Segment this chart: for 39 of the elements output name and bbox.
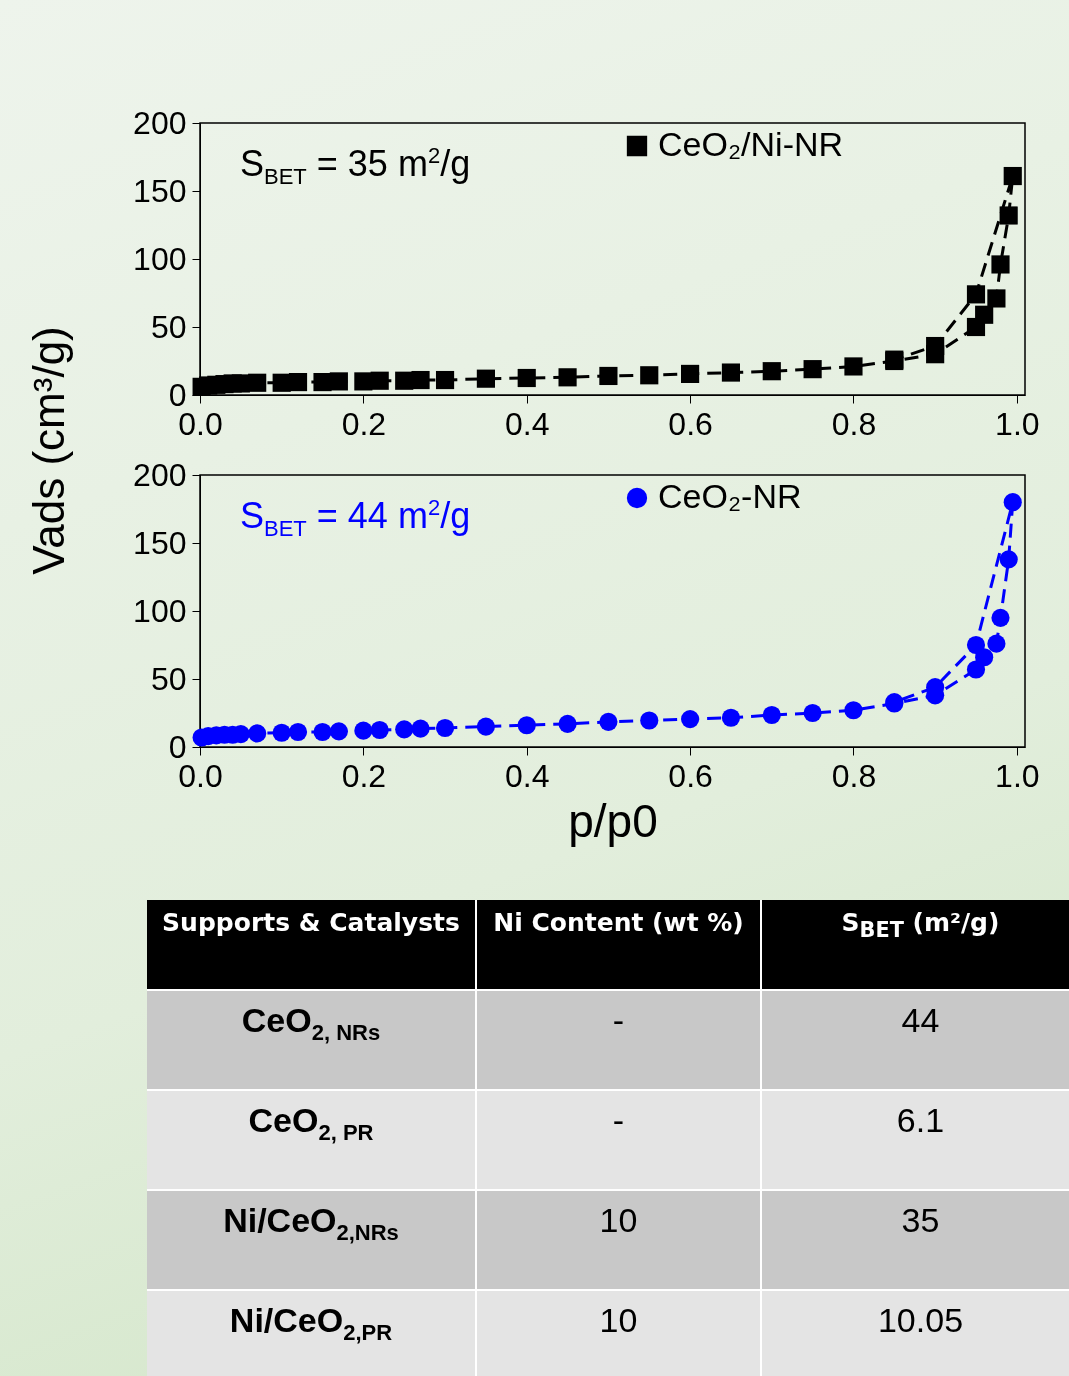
text: 44 [901, 1001, 940, 1039]
x-tick-label: 0.2 [341, 405, 387, 442]
category-label: Ni Content (wt %) [476, 900, 761, 990]
x-axis-title: p/p0 [568, 794, 658, 847]
text: 10.05 [877, 1301, 964, 1339]
y-tick-label: 200 [133, 456, 187, 493]
category-label: S$_{BET}$ (m²/g) [761, 900, 1069, 990]
y-tick-label: 100 [133, 240, 187, 277]
legend-label: CeO₂/Ni-NR [658, 125, 844, 163]
category-label: Ni/CeO$_{2,PR}$ [229, 1301, 393, 1345]
text: 6.1 [896, 1101, 945, 1139]
y-tick-label: 50 [150, 660, 187, 697]
annotation: S$_{BET}$ = 44 m$^{2}$/g [240, 495, 471, 543]
category-label: CeO$_{2, NRs}$ [241, 1001, 381, 1045]
x-tick-label: 0.2 [341, 757, 387, 794]
legend-label: CeO₂-NR [658, 477, 802, 515]
x-tick-label: 0.6 [668, 757, 713, 794]
y-tick-label: 200 [133, 104, 187, 141]
y-axis-title: Vads (cm³/g) [23, 326, 73, 575]
text: 10 [599, 1301, 638, 1339]
x-tick-label: 1.0 [995, 757, 1040, 794]
x-tick-label: 0.8 [831, 405, 877, 442]
y-tick-label: 100 [133, 592, 187, 629]
x-tick-label: 0.4 [504, 757, 550, 794]
y-tick-label: 50 [150, 308, 187, 345]
text: 10 [599, 1201, 638, 1239]
text: - [612, 1001, 625, 1039]
text: - [612, 1101, 625, 1139]
x-tick-label: 0.8 [831, 757, 877, 794]
x-tick-label: 0.6 [668, 405, 713, 442]
x-tick-label: 1.0 [995, 405, 1040, 442]
category-label: Supports & Catalysts [147, 900, 476, 990]
text: 35 [901, 1201, 940, 1239]
y-tick-label: 150 [133, 524, 187, 561]
annotation: S$_{BET}$ = 35 m$^{2}$/g [240, 143, 471, 191]
category-label: Ni/CeO$_{2,NRs}$ [223, 1201, 399, 1245]
category-label: CeO$_{2, PR}$ [248, 1101, 374, 1145]
x-tick-label: 0.4 [504, 405, 550, 442]
y-tick-label: 150 [133, 172, 187, 209]
